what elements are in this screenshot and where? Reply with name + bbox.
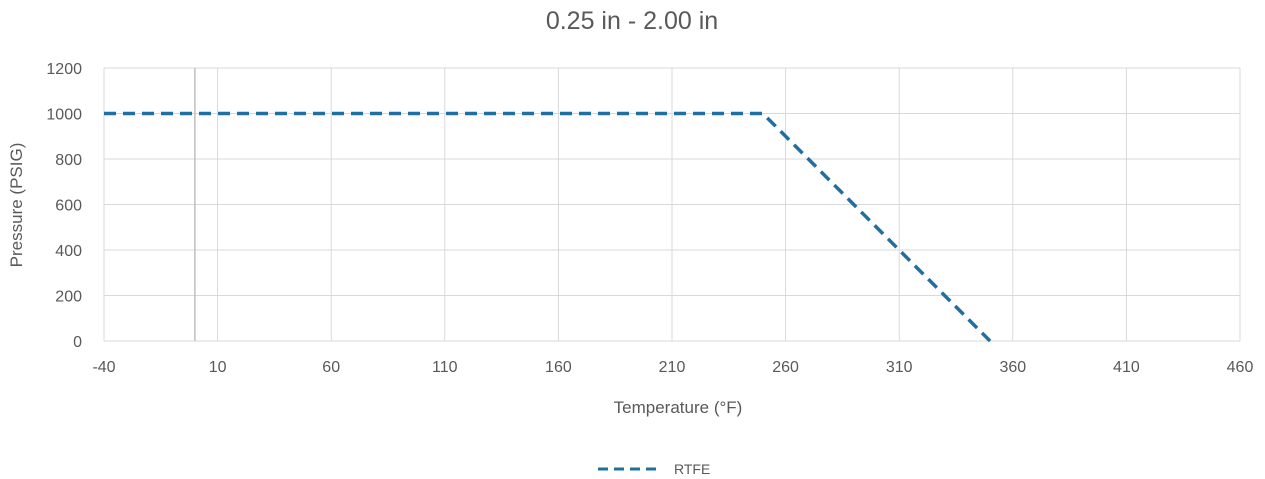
x-axis-title: Temperature (°F) [614,398,743,417]
x-tick-label: 460 [1227,359,1254,376]
x-tick-label: 160 [545,359,572,376]
y-axis-title: Pressure (PSIG) [7,143,26,268]
x-tick-labels: -40 10 60 110 160 210 260 310 360 410 460 [92,359,1253,376]
y-tick-label: 200 [55,289,82,306]
y-tick-label: 0 [73,334,82,351]
series-layer [104,111,992,343]
chart-title: 0.25 in - 2.00 in [546,7,718,35]
legend-label-rtfe: RTFE [674,461,710,477]
gridlines [103,67,1241,342]
y-tick-label: 600 [55,198,82,215]
x-tick-label: 410 [1113,359,1140,376]
y-tick-labels: 0 200 400 600 800 1000 1200 [46,61,82,351]
legend: RTFE [598,461,710,477]
x-tick-label: 10 [209,359,227,376]
x-tick-label: 360 [999,359,1026,376]
y-tick-label: 800 [55,152,82,169]
y-tick-label: 400 [55,243,82,260]
x-tick-label: 60 [322,359,340,376]
x-tick-label: 110 [432,359,458,376]
series-line-rtfe [104,111,992,343]
x-tick-label: 260 [772,359,799,376]
x-tick-label: 210 [659,359,686,376]
x-tick-label: -40 [92,359,115,376]
y-tick-label: 1000 [46,107,82,124]
y-tick-label: 1200 [46,61,82,78]
x-tick-label: 310 [886,359,913,376]
